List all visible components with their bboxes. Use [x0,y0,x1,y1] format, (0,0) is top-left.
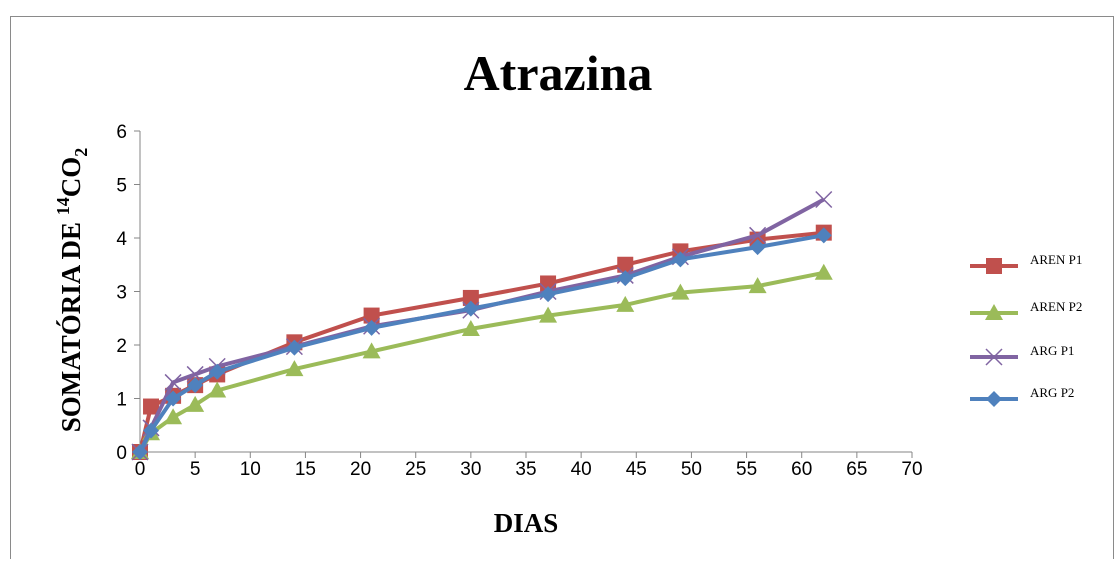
data-point [748,277,767,294]
data-point [186,395,205,412]
x-tick-label: 45 [626,459,647,480]
x-tick-label: 20 [350,459,371,480]
data-point [617,270,634,287]
series-aren-p1 [132,224,832,460]
data-point [617,256,634,273]
y-tick-label: 2 [116,336,127,357]
data-point [208,381,227,398]
x-tick-label: 60 [791,459,812,480]
x-tick-label: 35 [515,459,536,480]
legend-entry: ARG P2 [970,385,1074,407]
x-tick-label: 10 [240,459,261,480]
data-point [749,226,767,244]
x-tick-label: 5 [190,459,201,480]
data-point [671,283,690,300]
legend-entry: ARG P1 [970,343,1074,366]
y-tick-label: 3 [116,283,127,304]
y-axis-title-prefix: SOMATÓRIA DE [56,215,86,432]
data-point [165,390,182,407]
legend-marker [985,304,1003,320]
y-axis-title: SOMATÓRIA DE 14CO2 [53,148,91,433]
series-line [138,233,825,453]
x-tick-label: 70 [901,459,922,480]
x-tick-label: 40 [571,459,592,480]
legend-entry: AREN P1 [970,252,1082,274]
legend-marker [986,258,1002,274]
data-point [286,339,303,356]
data-point [285,360,304,377]
data-point [814,263,833,280]
x-tick-label: 15 [295,459,316,480]
data-point [164,373,182,391]
y-tick-label: 6 [116,122,127,143]
y-tick-label: 4 [116,229,127,250]
x-tick-label: 0 [135,459,146,480]
chart-frame [10,16,1114,559]
y-tick-label: 0 [116,443,127,464]
x-tick-label: 25 [405,459,426,480]
y-axis-title-sup: 14 [53,197,73,215]
data-point [143,398,160,415]
y-axis-title-sub: 2 [71,148,91,157]
legend-marker [986,391,1002,407]
legend-label: ARG P1 [1030,343,1074,358]
data-point [164,408,183,425]
legend: AREN P1 AREN P2 ARG P1 ARG P2 [970,252,1082,407]
x-tick-label: 55 [736,459,757,480]
series-line [138,230,825,453]
data-point [362,342,381,359]
legend-label: AREN P2 [1030,299,1082,314]
data-point [132,444,148,460]
data-point [815,227,832,244]
data-point [539,306,558,323]
legend-label: ARG P2 [1030,385,1074,400]
data-point [540,286,557,303]
legend-label: AREN P1 [1030,252,1082,267]
y-tick-label: 5 [116,176,127,197]
data-point [363,319,380,336]
data-point [143,422,160,439]
y-axis-title-main: CO [56,157,86,198]
data-point [672,251,689,268]
data-point [815,190,833,209]
data-point [187,377,204,394]
y-tick-label: 1 [116,390,127,411]
legend-entry: AREN P2 [970,299,1082,320]
data-point [749,239,766,256]
x-tick-label: 65 [846,459,867,480]
data-point [616,295,635,312]
legend-marker [985,348,1003,366]
x-tick-label: 30 [460,459,481,480]
series-aren-p2 [131,263,833,459]
data-point [462,289,479,306]
chart-title: Atrazina [464,45,653,101]
data-point [462,300,479,317]
x-tick-label: 50 [681,459,702,480]
data-point [363,307,380,324]
data-point [209,363,226,380]
x-axis-title: DIAS [494,508,559,538]
series-arg-p2 [132,227,832,460]
data-point [461,319,480,336]
